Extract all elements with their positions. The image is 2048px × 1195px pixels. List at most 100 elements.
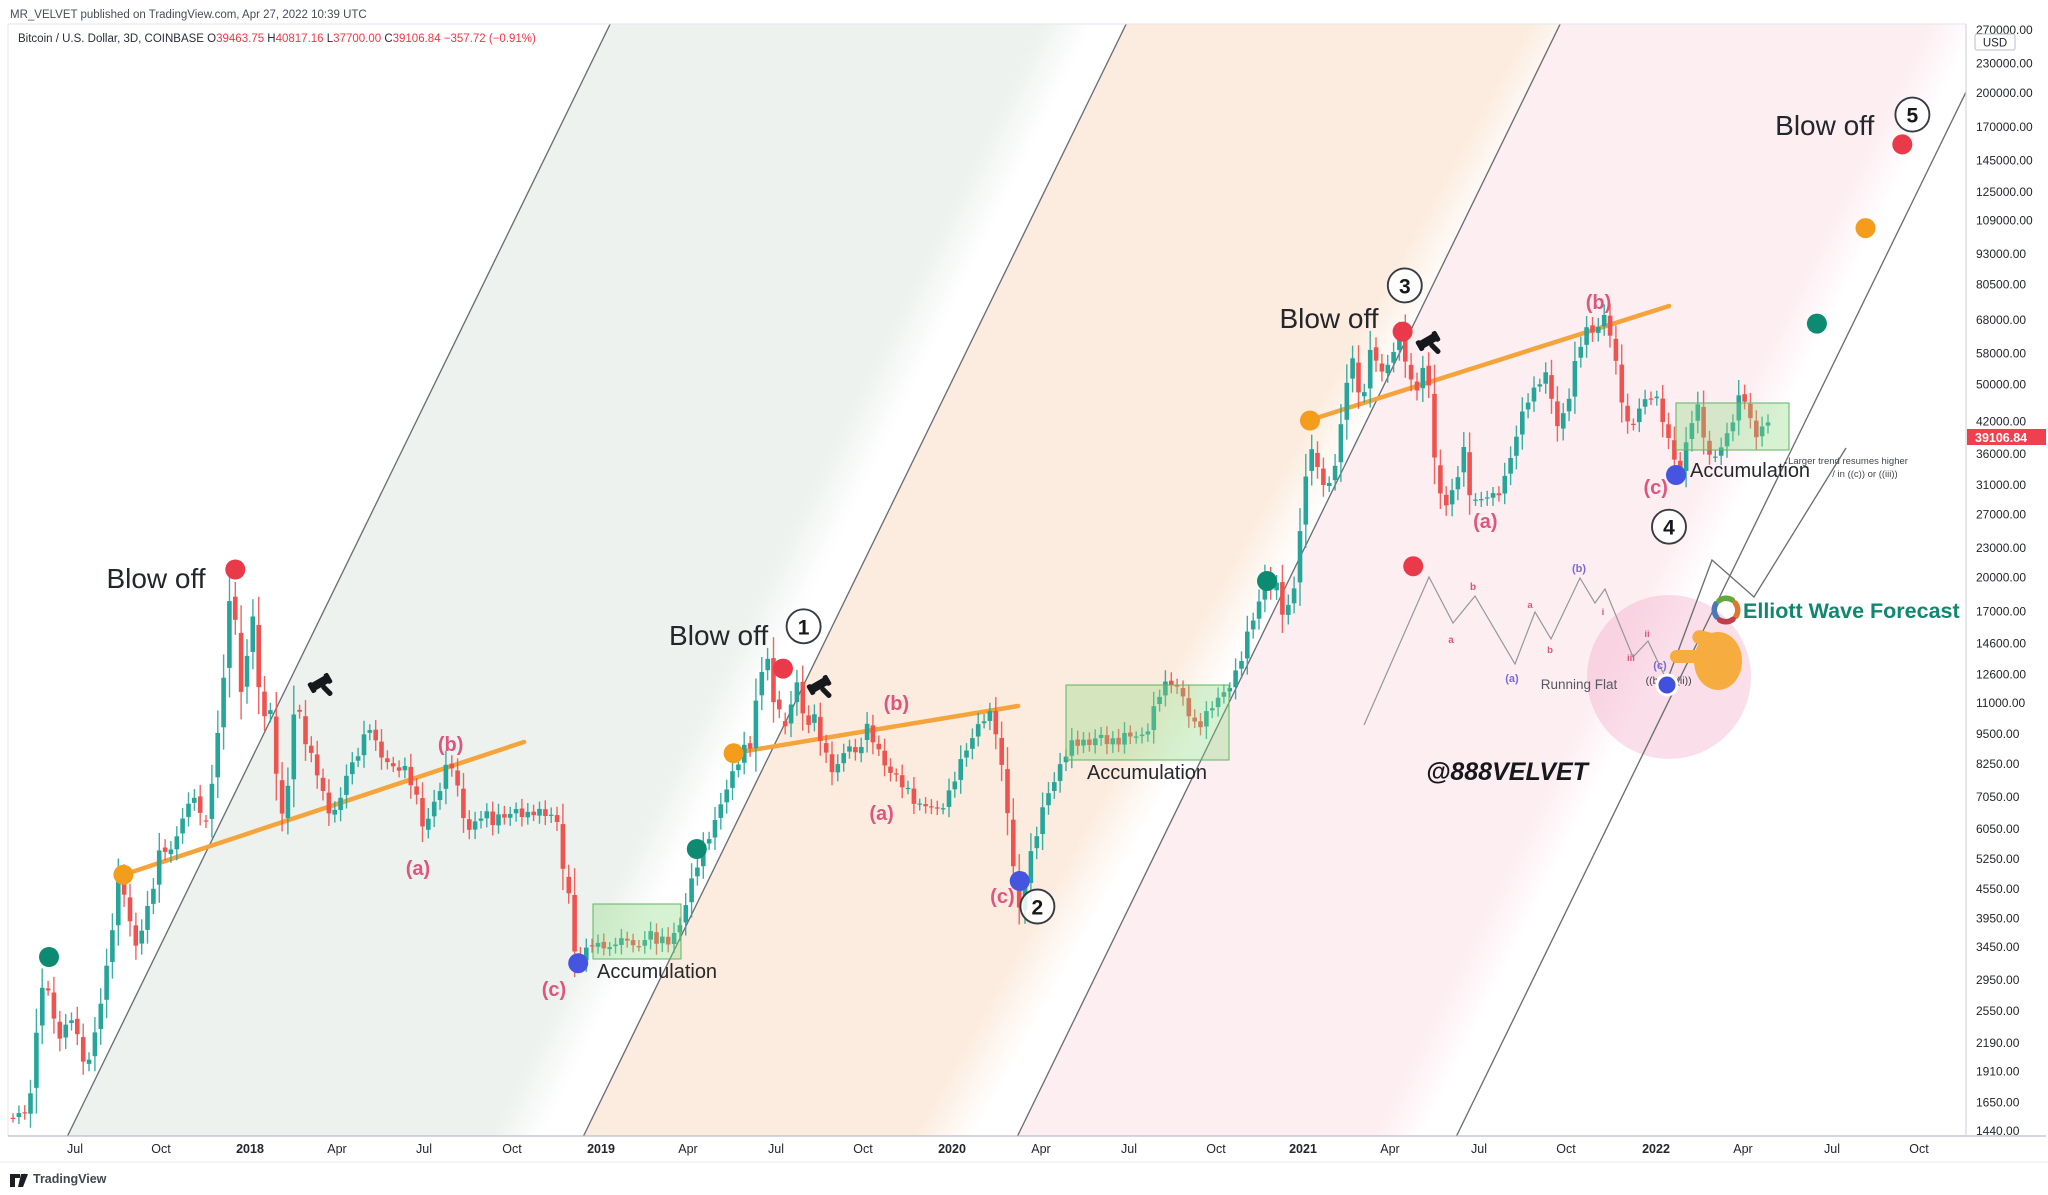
svg-text:Apr: Apr — [1031, 1142, 1050, 1156]
svg-text:b: b — [1547, 645, 1553, 656]
svg-text:(b): (b) — [1586, 292, 1612, 314]
svg-text:2190.00: 2190.00 — [1976, 1036, 2020, 1050]
svg-text:Running Flat: Running Flat — [1541, 677, 1618, 692]
svg-text:a: a — [1527, 600, 1533, 611]
svg-text:270000.00: 270000.00 — [1976, 23, 2033, 37]
svg-text:2950.00: 2950.00 — [1976, 973, 2020, 987]
svg-text:2020: 2020 — [938, 1142, 966, 1156]
svg-text:2021: 2021 — [1289, 1142, 1317, 1156]
svg-text:2: 2 — [1032, 897, 1044, 920]
svg-text:(c): (c) — [1653, 660, 1667, 672]
svg-text:68000.00: 68000.00 — [1976, 313, 2026, 327]
svg-text:Oct: Oct — [502, 1142, 522, 1156]
svg-text:USD: USD — [1983, 38, 2007, 50]
svg-text:42000.00: 42000.00 — [1976, 414, 2026, 428]
svg-text:(c): (c) — [1643, 477, 1667, 499]
svg-text:Oct: Oct — [853, 1142, 873, 1156]
svg-text:58000.00: 58000.00 — [1976, 346, 2026, 360]
svg-text:1650.00: 1650.00 — [1976, 1095, 2020, 1109]
svg-text:Apr: Apr — [327, 1142, 346, 1156]
svg-text:(c): (c) — [990, 886, 1014, 908]
svg-text:(a): (a) — [1473, 511, 1497, 533]
svg-text:MR_VELVET published on Trading: MR_VELVET published on TradingView.com, … — [10, 9, 367, 21]
svg-text:(a): (a) — [869, 803, 893, 825]
svg-text:@888VELVET: @888VELVET — [1426, 758, 1591, 786]
svg-text:Blow off: Blow off — [1279, 303, 1378, 334]
svg-text:Larger trend resumes higher: Larger trend resumes higher — [1788, 456, 1908, 467]
svg-text:17000.00: 17000.00 — [1976, 605, 2026, 619]
svg-text:5: 5 — [1907, 105, 1919, 128]
svg-text:(b): (b) — [1572, 563, 1586, 575]
svg-text:(b): (b) — [884, 693, 910, 715]
svg-text:Oct: Oct — [1556, 1142, 1576, 1156]
svg-text:(a): (a) — [406, 858, 430, 880]
svg-text:125000.00: 125000.00 — [1976, 185, 2033, 199]
svg-text:a: a — [1448, 635, 1454, 646]
svg-text:Oct: Oct — [1909, 1142, 1929, 1156]
svg-text:Jul: Jul — [1121, 1142, 1137, 1156]
svg-text:230000.00: 230000.00 — [1976, 57, 2033, 71]
svg-text:2018: 2018 — [236, 1142, 264, 1156]
svg-text:(b): (b) — [438, 734, 464, 756]
svg-text:2550.00: 2550.00 — [1976, 1004, 2020, 1018]
svg-text:Jul: Jul — [416, 1142, 432, 1156]
svg-text:Jul: Jul — [1824, 1142, 1840, 1156]
svg-text:((b: ((b — [1646, 675, 1659, 687]
svg-text:5250.00: 5250.00 — [1976, 852, 2020, 866]
svg-text:Apr: Apr — [678, 1142, 697, 1156]
svg-text:6050.00: 6050.00 — [1976, 822, 2020, 836]
svg-text:9500.00: 9500.00 — [1976, 727, 2020, 741]
svg-text:Bitcoin / U.S. Dollar, 3D, COI: Bitcoin / U.S. Dollar, 3D, COINBASE O394… — [18, 33, 536, 45]
svg-text:i: i — [1602, 607, 1605, 618]
svg-text:iii: iii — [1627, 653, 1635, 664]
svg-text:200000.00: 200000.00 — [1976, 86, 2033, 100]
svg-text:14600.00: 14600.00 — [1976, 637, 2026, 651]
svg-text:8250.00: 8250.00 — [1976, 757, 2020, 771]
svg-text:7050.00: 7050.00 — [1976, 790, 2020, 804]
svg-text:20000.00: 20000.00 — [1976, 571, 2026, 585]
svg-text:1910.00: 1910.00 — [1976, 1065, 2020, 1079]
svg-text:145000.00: 145000.00 — [1976, 154, 2033, 168]
svg-text:11000.00: 11000.00 — [1976, 696, 2025, 710]
svg-text:(a): (a) — [1505, 673, 1519, 685]
svg-text:Jul: Jul — [768, 1142, 784, 1156]
svg-text:3450.00: 3450.00 — [1976, 940, 2020, 954]
svg-text:Elliott Wave Forecast: Elliott Wave Forecast — [1743, 599, 1960, 623]
svg-text:4: 4 — [1663, 517, 1675, 540]
svg-text:Blow off: Blow off — [1775, 110, 1874, 141]
svg-text:ii: ii — [1644, 629, 1649, 640]
svg-text:2019: 2019 — [587, 1142, 615, 1156]
svg-text:50000.00: 50000.00 — [1976, 378, 2026, 392]
svg-text:Jul: Jul — [1471, 1142, 1487, 1156]
svg-text:12600.00: 12600.00 — [1976, 668, 2026, 682]
svg-text:Blow off: Blow off — [669, 620, 768, 651]
svg-text:/ in ((c)) or ((iii)): / in ((c)) or ((iii)) — [1832, 469, 1897, 480]
svg-text:4550.00: 4550.00 — [1976, 882, 2020, 896]
svg-text:1: 1 — [798, 616, 810, 639]
svg-text:170000.00: 170000.00 — [1976, 120, 2033, 134]
svg-text:TradingView: TradingView — [33, 1172, 107, 1186]
svg-text:23000.00: 23000.00 — [1976, 541, 2026, 555]
svg-text:39106.84: 39106.84 — [1975, 431, 2027, 445]
svg-text:Blow off: Blow off — [106, 563, 205, 594]
svg-text:27000.00: 27000.00 — [1976, 507, 2026, 521]
svg-text:Oct: Oct — [151, 1142, 171, 1156]
svg-text:93000.00: 93000.00 — [1976, 247, 2026, 261]
svg-text:Jul: Jul — [67, 1142, 83, 1156]
svg-text:Accumulation: Accumulation — [1690, 460, 1810, 482]
svg-text:80500.00: 80500.00 — [1976, 277, 2026, 291]
svg-text:2022: 2022 — [1642, 1142, 1670, 1156]
svg-text:(c): (c) — [542, 979, 566, 1001]
svg-text:Apr: Apr — [1733, 1142, 1752, 1156]
svg-text:31000.00: 31000.00 — [1976, 478, 2026, 492]
svg-text:Accumulation: Accumulation — [597, 961, 717, 983]
svg-text:Oct: Oct — [1206, 1142, 1226, 1156]
svg-text:b: b — [1470, 582, 1476, 593]
svg-text:36000.00: 36000.00 — [1976, 447, 2026, 461]
svg-text:3: 3 — [1399, 275, 1411, 298]
svg-text:3950.00: 3950.00 — [1976, 912, 2020, 926]
svg-text:Accumulation: Accumulation — [1087, 762, 1207, 784]
svg-text:1440.00: 1440.00 — [1976, 1124, 2020, 1138]
svg-text:Apr: Apr — [1380, 1142, 1399, 1156]
svg-text:(ii)): (ii)) — [1676, 675, 1691, 687]
